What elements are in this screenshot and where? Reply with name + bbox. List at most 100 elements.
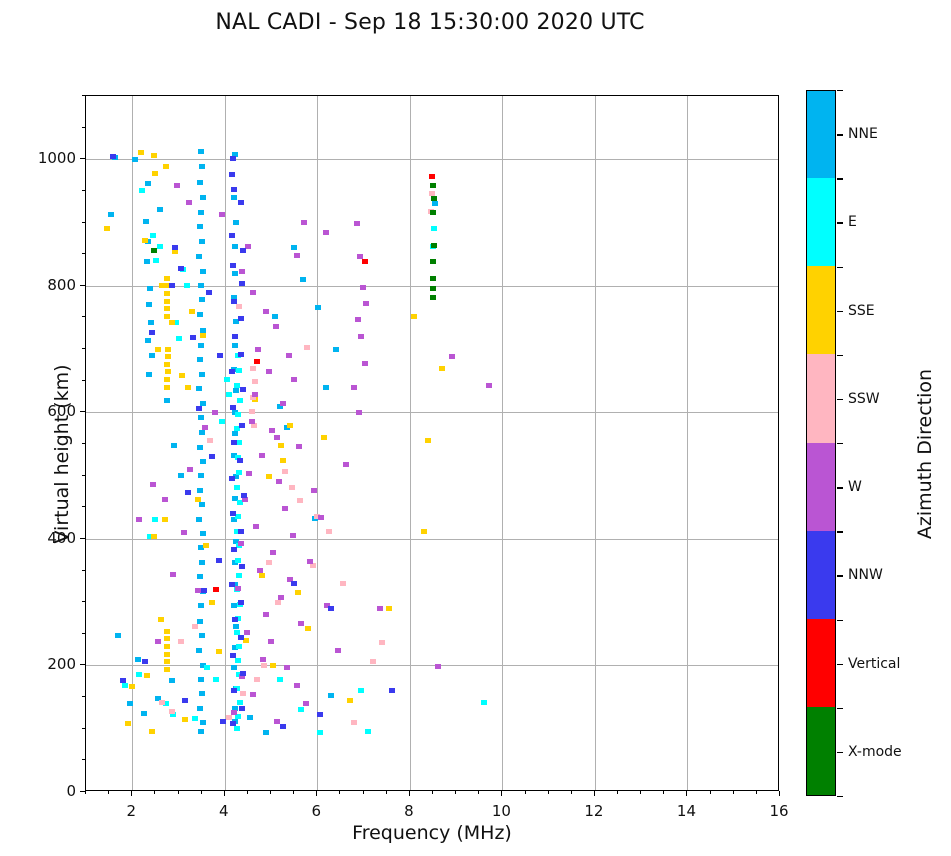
colorbar-label-ssw: SSW — [848, 390, 880, 407]
data-point — [182, 717, 189, 723]
data-point — [211, 409, 218, 415]
data-point — [177, 638, 184, 644]
data-point — [234, 726, 241, 732]
y-tick-minor — [82, 253, 85, 255]
data-point — [236, 643, 243, 649]
data-point — [240, 493, 247, 499]
data-point — [231, 560, 238, 566]
y-tick-minor — [82, 316, 85, 318]
data-point — [250, 394, 257, 400]
data-point — [142, 659, 149, 665]
data-point — [177, 473, 184, 479]
plot-area — [86, 96, 778, 790]
data-point — [198, 430, 205, 436]
x-tick-minor — [617, 791, 619, 794]
data-point — [358, 688, 365, 694]
data-point — [163, 275, 170, 281]
data-point — [145, 302, 152, 308]
colorbar-title: Azimuth Direction — [914, 368, 936, 540]
data-point — [249, 692, 256, 698]
data-point — [151, 533, 158, 539]
data-point — [231, 333, 238, 339]
data-point — [231, 645, 238, 651]
data-point — [146, 371, 153, 377]
y-tick-major — [80, 284, 85, 286]
data-point — [229, 721, 236, 727]
data-point — [129, 684, 136, 690]
data-point — [232, 388, 239, 394]
data-point — [248, 408, 255, 414]
data-point — [271, 313, 278, 319]
data-point — [258, 452, 265, 458]
data-point — [199, 719, 206, 725]
data-point — [122, 683, 129, 689]
colorbar-label-tick — [837, 398, 843, 401]
data-point — [198, 209, 205, 215]
data-point — [439, 365, 446, 371]
data-point — [239, 674, 246, 680]
data-point — [233, 623, 240, 629]
data-point — [148, 352, 155, 358]
data-point — [200, 662, 207, 668]
data-point — [251, 422, 258, 428]
data-point — [287, 422, 294, 428]
y-tick-label: 0 — [66, 782, 76, 800]
data-point — [307, 559, 314, 565]
data-point — [291, 245, 298, 251]
data-point — [229, 511, 236, 517]
x-tick-minor — [177, 791, 179, 794]
data-point — [235, 303, 242, 309]
x-tick-minor — [200, 791, 202, 794]
x-tick-minor — [524, 791, 526, 794]
data-point — [137, 150, 144, 156]
data-point — [197, 414, 204, 420]
data-point — [198, 691, 205, 697]
x-tick-minor — [432, 791, 433, 794]
x-tick-major — [593, 791, 595, 796]
x-tick-minor — [270, 791, 272, 794]
data-point — [278, 442, 285, 448]
data-point — [198, 473, 205, 479]
data-point — [196, 386, 203, 392]
data-point — [237, 199, 244, 205]
data-point — [318, 514, 325, 520]
x-tick-major — [408, 791, 410, 796]
data-point — [279, 457, 286, 463]
data-point — [171, 245, 178, 251]
data-point — [212, 676, 219, 682]
gridline-vertical — [409, 96, 411, 790]
data-point — [196, 574, 203, 580]
data-point — [171, 249, 178, 255]
data-point — [179, 373, 186, 379]
data-point — [244, 244, 251, 250]
data-point — [198, 603, 205, 609]
data-point — [199, 459, 206, 465]
gridline-vertical — [317, 96, 319, 790]
data-point — [231, 495, 238, 501]
data-point — [234, 657, 241, 663]
data-point — [194, 588, 201, 594]
x-tick-minor — [640, 791, 642, 794]
data-point — [157, 207, 164, 213]
x-tick-minor — [709, 791, 711, 794]
data-point — [353, 221, 360, 227]
data-point — [219, 718, 226, 724]
data-point — [281, 506, 288, 512]
data-point — [196, 254, 203, 260]
data-point — [163, 651, 170, 657]
data-point — [233, 484, 240, 490]
data-point — [251, 379, 258, 385]
data-point — [182, 698, 189, 704]
y-tick-major — [80, 664, 85, 666]
data-point — [230, 546, 237, 552]
data-point — [235, 368, 242, 374]
data-point — [351, 719, 358, 725]
data-point — [254, 676, 261, 682]
data-point — [163, 290, 170, 296]
x-tick-label: 8 — [404, 802, 414, 820]
data-point — [163, 628, 170, 634]
colorbar-tick — [837, 354, 843, 357]
data-point — [449, 354, 456, 360]
data-point — [339, 580, 346, 586]
data-point — [270, 662, 277, 668]
